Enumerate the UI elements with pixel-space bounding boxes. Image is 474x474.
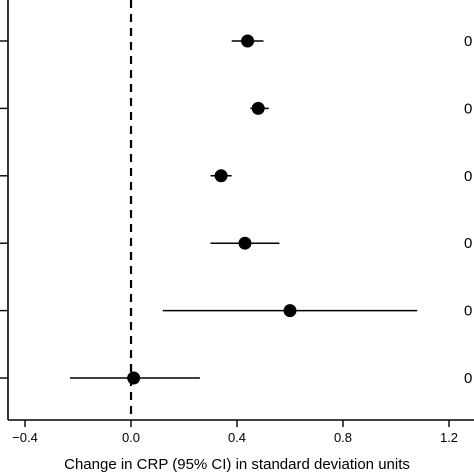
x-tick-label: 1.2 [440,430,458,445]
point-estimates [127,34,297,385]
right-label: 0 [464,235,472,252]
point-estimate [283,304,297,318]
right-label: 0 [464,370,472,387]
x-axis: −0.4 0.0 0.4 0.8 1.2 [12,420,458,445]
confidence-intervals [70,40,418,379]
right-label: 0 [464,168,472,185]
right-label: 0 [464,303,472,320]
right-labels: 0 0 0 0 0 0 [464,33,472,387]
point-estimate [251,101,265,115]
right-label: 0 [464,100,472,117]
x-tick-label: 0.4 [228,430,246,445]
x-axis-title: Change in CRP (95% CI) in standard devia… [64,456,410,473]
point-estimate [238,236,252,250]
x-tick-label: −0.4 [12,430,38,445]
point-estimate [127,371,141,385]
point-estimate [214,169,228,183]
point-estimate [241,34,255,48]
y-axis-ticks [0,40,8,379]
right-label: 0 [464,33,472,50]
x-tick-label: 0.8 [334,430,352,445]
x-tick-label: 0.0 [122,430,140,445]
plot-frame [7,0,474,421]
